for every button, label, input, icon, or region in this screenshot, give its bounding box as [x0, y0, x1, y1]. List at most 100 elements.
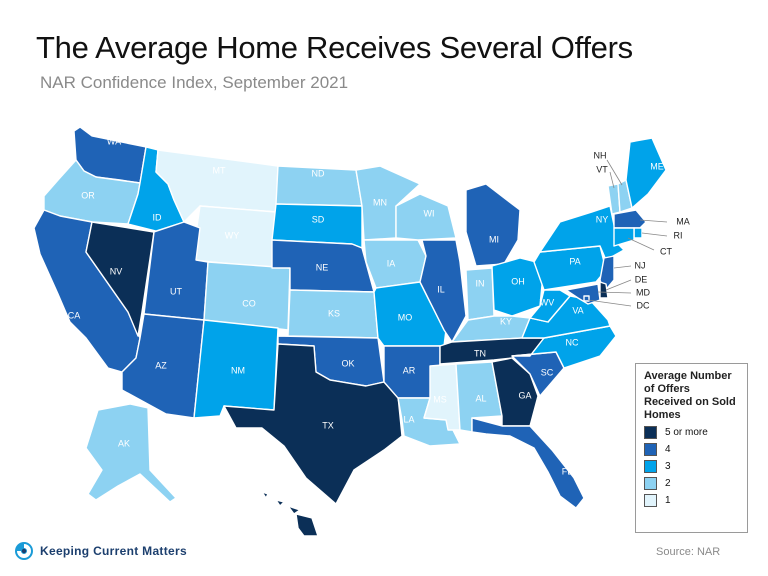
state-label-WV: WV: [540, 297, 555, 307]
legend-swatch: [644, 426, 657, 439]
state-HI: [261, 491, 319, 537]
legend-label: 3: [665, 461, 671, 472]
state-label-GA: GA: [518, 390, 531, 400]
state-label-LA: LA: [403, 414, 414, 424]
state-label-AK: AK: [118, 438, 130, 448]
state-label-CA: CA: [68, 310, 81, 320]
state-label-OH: OH: [511, 276, 525, 286]
legend-item: 4: [644, 443, 739, 456]
legend-label: 4: [665, 444, 671, 455]
legend-swatch: [644, 460, 657, 473]
legend-item: 5 or more: [644, 426, 739, 439]
state-label-NV: NV: [110, 266, 123, 276]
state-label-NH: NH: [594, 150, 607, 160]
state-label-FL: FL: [562, 466, 573, 476]
state-shapes: [33, 126, 667, 537]
state-label-HI: HI: [268, 506, 277, 516]
leader-NJ: [613, 265, 632, 269]
state-label-MA: MA: [676, 216, 690, 226]
state-MD: [565, 283, 601, 305]
state-DE: [599, 281, 609, 299]
legend-item: 3: [644, 460, 739, 473]
state-ME: [625, 137, 667, 209]
state-label-NY: NY: [596, 214, 609, 224]
state-label-WI: WI: [424, 208, 435, 218]
state-label-VT: VT: [596, 164, 608, 174]
legend-label: 5 or more: [665, 427, 708, 438]
brand-swirl-icon: [15, 542, 33, 560]
state-WI: [395, 193, 457, 241]
state-label-IA: IA: [387, 258, 396, 268]
state-label-PA: PA: [569, 256, 580, 266]
state-label-ND: ND: [312, 168, 325, 178]
leader-NH: [606, 159, 623, 186]
legend-title: Average Number of Offers Received on Sol…: [644, 370, 736, 421]
state-IL: [419, 239, 467, 343]
legend-items: 5 or more 4 3 2 1: [644, 426, 739, 507]
legend-item: 1: [644, 494, 739, 507]
legend-label: 1: [665, 495, 671, 506]
state-label-MI: MI: [489, 234, 499, 244]
state-label-CT: CT: [660, 246, 672, 256]
legend-label: 2: [665, 478, 671, 489]
state-label-ME: ME: [650, 161, 664, 171]
state-RI: [633, 227, 643, 239]
leader-DC: [587, 299, 632, 307]
state-label-IN: IN: [476, 278, 485, 288]
state-AK: [85, 403, 177, 503]
legend-swatch: [644, 477, 657, 490]
state-WV: [529, 289, 571, 323]
state-label-DC: DC: [637, 300, 650, 310]
state-label-OR: OR: [81, 190, 95, 200]
state-label-MN: MN: [373, 197, 387, 207]
state-label-AR: AR: [403, 365, 416, 375]
state-label-TN: TN: [474, 348, 486, 358]
leader-MA: [639, 219, 668, 223]
legend-swatch: [644, 443, 657, 456]
state-DC: [583, 295, 590, 302]
page-title: The Average Home Receives Several Offers: [36, 30, 633, 65]
state-label-RI: RI: [674, 230, 683, 240]
state-labels: WA OR CA NV ID MT WY UT AZ CO NM ND SD N…: [68, 136, 690, 516]
state-GA: [491, 357, 539, 427]
state-label-UT: UT: [170, 286, 182, 296]
state-label-MT: MT: [213, 165, 226, 175]
legend-item: 2: [644, 477, 739, 490]
state-IN: [465, 267, 495, 321]
state-label-KY: KY: [500, 316, 512, 326]
source-note: Source: NAR: [656, 546, 721, 558]
state-PA: [533, 245, 607, 291]
state-label-VA: VA: [572, 305, 583, 315]
state-label-NM: NM: [231, 365, 245, 375]
state-label-MO: MO: [398, 312, 413, 322]
leader-DE: [605, 279, 632, 291]
state-label-NC: NC: [566, 337, 579, 347]
state-label-WY: WY: [225, 230, 240, 240]
state-label-OK: OK: [341, 358, 354, 368]
leader-CT: [627, 237, 655, 251]
state-label-ID: ID: [153, 212, 163, 222]
leader-RI: [641, 232, 668, 237]
state-CT: [613, 227, 635, 247]
state-label-WA: WA: [107, 136, 121, 146]
state-label-MD: MD: [636, 287, 650, 297]
leader-lines: [587, 159, 668, 307]
state-OR: [43, 159, 141, 225]
state-label-KS: KS: [328, 308, 340, 318]
state-label-DE: DE: [635, 274, 648, 284]
page-subtitle: NAR Confidence Index, September 2021: [40, 73, 349, 92]
state-MI: [465, 183, 521, 267]
state-label-TX: TX: [322, 420, 334, 430]
brand-logo: Keeping Current Matters: [14, 541, 187, 561]
state-label-NE: NE: [316, 262, 329, 272]
state-TX: [223, 343, 403, 505]
state-label-AZ: AZ: [155, 360, 167, 370]
leader-VT: [609, 171, 615, 189]
legend-swatch: [644, 494, 657, 507]
state-UT: [143, 221, 209, 321]
state-CO: [203, 261, 291, 331]
state-FL: [471, 417, 585, 509]
state-label-SD: SD: [312, 214, 325, 224]
state-label-NJ: NJ: [635, 260, 646, 270]
